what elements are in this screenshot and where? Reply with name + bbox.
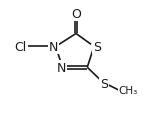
Text: N: N [49, 41, 58, 53]
Text: CH₃: CH₃ [119, 85, 138, 95]
Text: S: S [93, 41, 101, 53]
Text: Cl: Cl [14, 41, 26, 53]
Text: O: O [71, 8, 81, 21]
Text: S: S [100, 77, 108, 90]
Text: N: N [57, 62, 66, 75]
